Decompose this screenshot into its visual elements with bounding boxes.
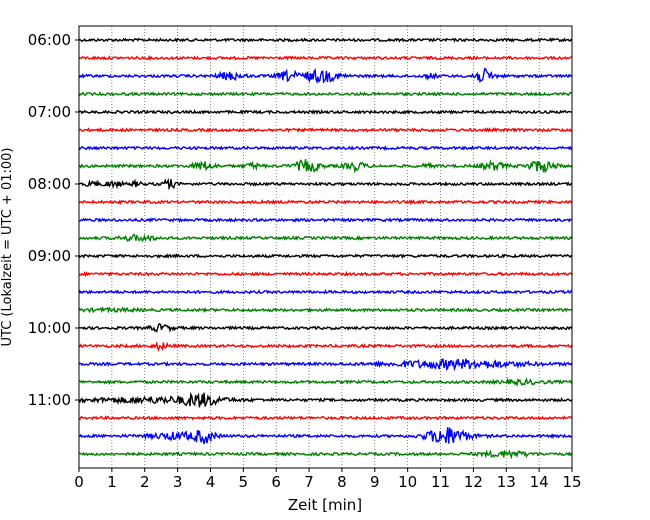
- x-tick-label: 9: [370, 473, 380, 491]
- trace-0615: [78, 54, 573, 61]
- trace-1130: [78, 427, 573, 445]
- x-tick-label: 1: [107, 473, 117, 491]
- trace-0900: [78, 253, 573, 259]
- trace-0845: [78, 233, 573, 243]
- plot-frame: [78, 25, 573, 469]
- y-tick-label: 10:00: [28, 319, 71, 337]
- x-tick-label: 13: [497, 473, 516, 491]
- x-tick-label: 15: [562, 473, 581, 491]
- x-tick-label: 11: [431, 473, 450, 491]
- y-axis-ticks: 06:00 07:00 08:00 09:00 10:00 11:00: [28, 31, 79, 409]
- seismogram-traces: [78, 37, 573, 460]
- trace-0915: [78, 270, 573, 278]
- plot-area: [79, 26, 572, 468]
- trace-0745: [78, 158, 573, 174]
- x-tick-label: 8: [337, 473, 347, 491]
- trace-1015: [78, 340, 573, 352]
- x-tick-label: 7: [304, 473, 314, 491]
- trace-0800: [78, 177, 573, 191]
- trace-1115: [78, 415, 573, 421]
- x-tick-label: 3: [173, 473, 183, 491]
- trace-0730: [78, 145, 573, 151]
- x-tick-label: 10: [398, 473, 417, 491]
- x-axis-label: Zeit [min]: [288, 496, 362, 514]
- trace-0600: [78, 37, 573, 43]
- trace-1145: [78, 449, 573, 460]
- trace-1100: [78, 391, 573, 408]
- trace-1000: [78, 323, 573, 334]
- x-axis-ticks: 0 1 2 3 4 5 6 7 8 9 10 11 12 13 14 15: [74, 468, 582, 491]
- trace-0815: [78, 198, 573, 206]
- trace-0715: [78, 127, 573, 133]
- y-tick-label: 06:00: [28, 31, 71, 49]
- y-tick-label: 09:00: [28, 247, 71, 265]
- trace-1045: [78, 377, 573, 388]
- y-tick-label: 11:00: [28, 391, 71, 409]
- y-tick-label: 08:00: [28, 175, 71, 193]
- x-tick-label: 14: [530, 473, 549, 491]
- trace-0830: [78, 217, 573, 223]
- trace-0645: [78, 91, 573, 97]
- x-tick-label: 4: [206, 473, 216, 491]
- trace-0630: [78, 67, 573, 85]
- y-axis-label: UTC (Lokalzeit = UTC + 01:00): [0, 148, 15, 347]
- trace-0945: [78, 306, 573, 314]
- x-tick-label: 2: [140, 473, 150, 491]
- trace-0930: [78, 288, 573, 295]
- y-tick-label: 07:00: [28, 103, 71, 121]
- trace-1030: [78, 358, 573, 372]
- x-tick-label: 5: [239, 473, 249, 491]
- x-tick-label: 0: [74, 473, 84, 491]
- trace-0700: [78, 109, 573, 116]
- x-tick-label: 12: [464, 473, 483, 491]
- x-tick-label: 6: [271, 473, 281, 491]
